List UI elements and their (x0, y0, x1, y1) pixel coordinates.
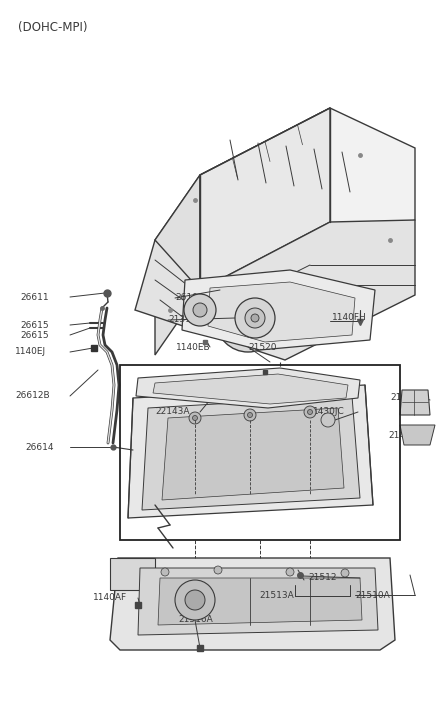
Text: 21513A: 21513A (259, 592, 294, 601)
Text: 1140AF: 1140AF (93, 593, 127, 603)
Circle shape (193, 303, 207, 317)
Circle shape (230, 302, 266, 338)
Text: 1140EB: 1140EB (176, 342, 211, 351)
Polygon shape (400, 425, 435, 445)
Circle shape (184, 294, 216, 326)
Circle shape (321, 413, 335, 427)
Polygon shape (155, 175, 200, 355)
Circle shape (175, 580, 215, 620)
Text: 1140FH: 1140FH (332, 313, 367, 323)
Polygon shape (128, 385, 373, 518)
Circle shape (193, 416, 198, 420)
Circle shape (235, 298, 275, 338)
Circle shape (244, 409, 256, 421)
Text: 1140FZ: 1140FZ (175, 384, 209, 393)
Circle shape (341, 569, 349, 577)
Polygon shape (138, 568, 378, 635)
Polygon shape (162, 408, 344, 500)
Text: 21514: 21514 (390, 393, 418, 401)
Polygon shape (136, 368, 360, 408)
Text: 21516A: 21516A (178, 616, 213, 624)
Circle shape (304, 406, 316, 418)
Text: 26612B: 26612B (15, 390, 50, 400)
Polygon shape (200, 108, 330, 290)
Text: 1140EJ: 1140EJ (15, 348, 46, 356)
Polygon shape (142, 396, 360, 510)
Text: 26100: 26100 (175, 294, 204, 302)
Circle shape (251, 314, 259, 322)
Circle shape (189, 412, 201, 424)
Polygon shape (110, 558, 155, 590)
Text: 1430JC: 1430JC (313, 408, 345, 417)
Text: 26615: 26615 (20, 331, 49, 340)
Text: 21510A: 21510A (355, 592, 390, 601)
Circle shape (245, 308, 265, 328)
Circle shape (307, 409, 313, 414)
Polygon shape (110, 558, 395, 650)
Polygon shape (400, 390, 430, 415)
Text: 26615: 26615 (20, 321, 49, 329)
Text: 22143A: 22143A (155, 408, 190, 417)
Text: 21451B: 21451B (388, 430, 423, 440)
Circle shape (185, 590, 205, 610)
Circle shape (248, 412, 252, 417)
Text: (DOHC-MPI): (DOHC-MPI) (18, 22, 87, 34)
Polygon shape (153, 374, 348, 404)
Text: 26614: 26614 (25, 443, 54, 451)
Bar (120, 365, 400, 540)
Text: 21520: 21520 (248, 342, 277, 351)
Circle shape (286, 568, 294, 576)
Circle shape (240, 312, 256, 328)
Circle shape (161, 568, 169, 576)
Circle shape (214, 566, 222, 574)
Polygon shape (208, 282, 355, 342)
Polygon shape (158, 578, 362, 625)
Polygon shape (182, 270, 375, 350)
Polygon shape (135, 220, 415, 360)
Text: 21512: 21512 (308, 574, 336, 582)
Text: 26611: 26611 (20, 294, 49, 302)
Circle shape (216, 288, 280, 352)
Polygon shape (155, 108, 415, 280)
Text: 21312A: 21312A (168, 316, 202, 324)
